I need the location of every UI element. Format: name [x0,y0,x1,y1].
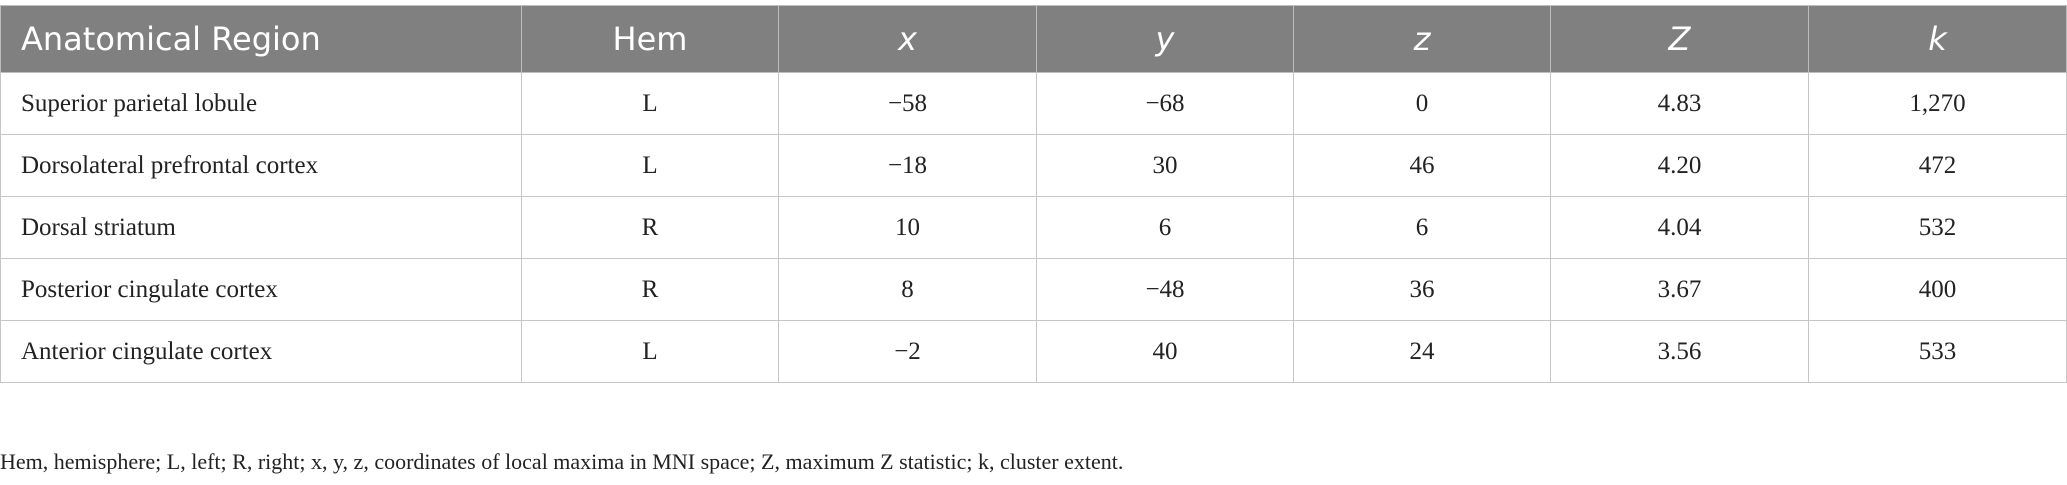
table-cell: L [521,72,779,135]
table-cell: 532 [1808,196,2067,259]
table-cell: 24 [1293,320,1551,383]
table-cell: 30 [1036,134,1294,197]
table-cell: 3.67 [1550,258,1809,321]
table-cell: 4.83 [1550,72,1809,135]
header-cell: Z [1550,5,1809,73]
table-cell: −58 [778,72,1037,135]
table-cell: 3.56 [1550,320,1809,383]
table-cell: Anterior cingulate cortex [0,320,522,383]
table-cell: 36 [1293,258,1551,321]
header-cell: Anatomical Region [0,5,522,73]
table-cell: L [521,134,779,197]
table-cell: 6 [1036,196,1294,259]
header-cell: z [1293,5,1551,73]
table-cell: 400 [1808,258,2067,321]
table-cell: 4.20 [1550,134,1809,197]
table-cell: Posterior cingulate cortex [0,258,522,321]
table-cell: 46 [1293,134,1551,197]
table-body: Superior parietal lobule L −58 −68 0 4.83 1,27… [0,72,2067,383]
table-cell: −18 [778,134,1037,197]
table-cell: −2 [778,320,1037,383]
table-cell: Dorsal striatum [0,196,522,259]
table-cell: L [521,320,779,383]
table-cell: −48 [1036,258,1294,321]
footnote: Hem, hemisphere; L, left; R, right; x, y… [0,449,1124,474]
header-cell: x [778,5,1037,73]
header-cell: y [1036,5,1294,73]
table-cell: 8 [778,258,1037,321]
table-cell: 6 [1293,196,1551,259]
table-row: Posterior cingulate cortex R 8 −48 36 3.67 400 [0,258,2067,321]
table-row: Dorsal striatum R 10 6 6 4.04 532 [0,196,2067,259]
table-cell: 472 [1808,134,2067,197]
table-cell: 4.04 [1550,196,1809,259]
header-cell: Hem [521,5,779,73]
table-cell: 40 [1036,320,1294,383]
table-row: Dorsolateral prefrontal cortex L −18 30 46 4.… [0,134,2067,197]
table-cell: R [521,196,779,259]
table-cell: 0 [1293,72,1551,135]
table-cell: R [521,258,779,321]
table-cell: 10 [778,196,1037,259]
table-cell: Dorsolateral prefrontal cortex [0,134,522,197]
header-cell: k [1808,5,2067,73]
table-cell: −68 [1036,72,1294,135]
table-row: Anterior cingulate cortex L −2 40 24 3.56 533 [0,320,2067,383]
table-row: Superior parietal lobule L −58 −68 0 4.83 1,27… [0,72,2067,135]
table-cell: 1,270 [1808,72,2067,135]
table-cell: 533 [1808,320,2067,383]
table-cell: Superior parietal lobule [0,72,522,135]
